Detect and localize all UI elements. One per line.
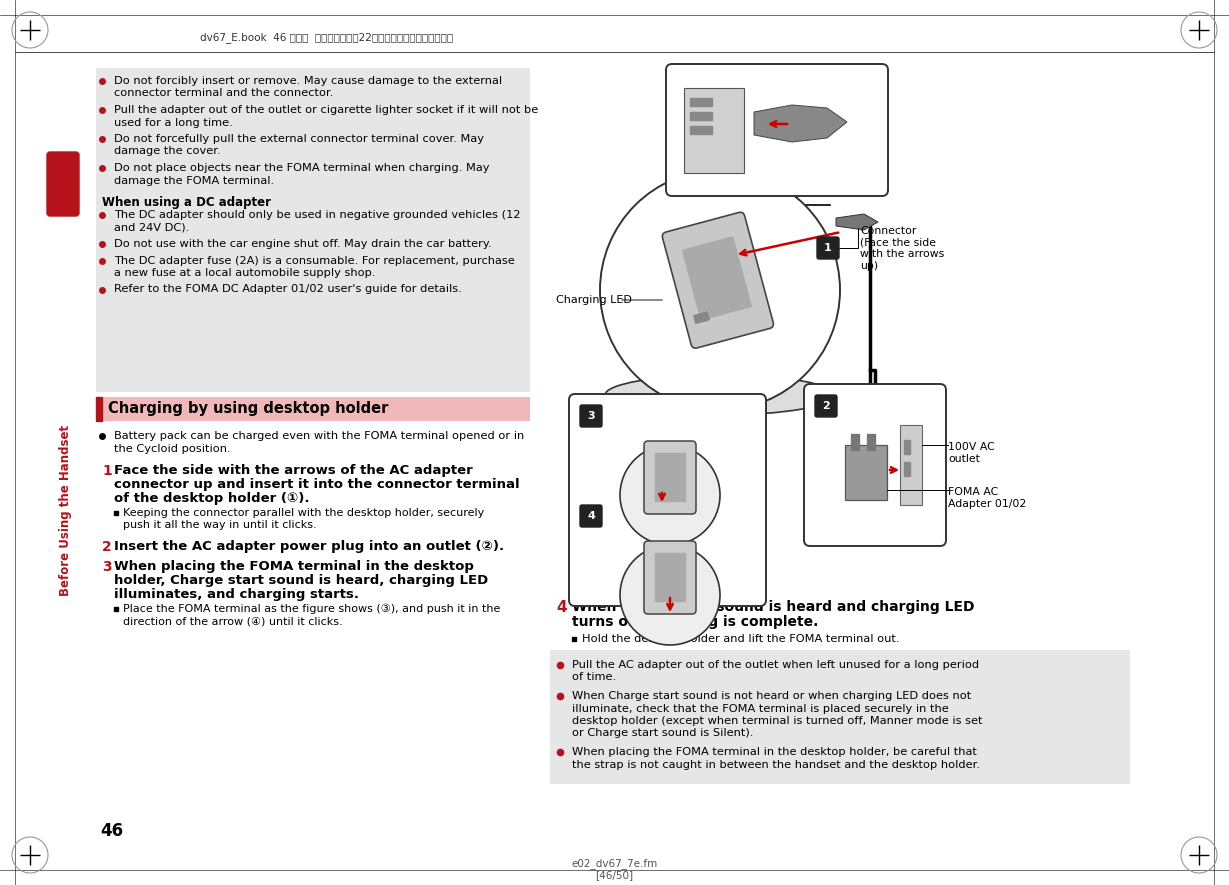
FancyBboxPatch shape [815,395,837,417]
Text: 4: 4 [587,511,595,521]
Circle shape [619,545,720,645]
Text: The DC adapter fuse (2A) is a consumable. For replacement, purchase: The DC adapter fuse (2A) is a consumable… [114,256,515,266]
Text: e02_dv67_7e.fm
[46/50]: e02_dv67_7e.fm [46/50] [571,858,658,881]
Bar [689,112,712,120]
Text: Insert the AC adapter power plug into an outlet (②).: Insert the AC adapter power plug into an… [114,540,504,553]
Text: Before Using the Handset: Before Using the Handset [59,425,71,596]
Text: Pull the AC adapter out of the outlet when left unused for a long period: Pull the AC adapter out of the outlet wh… [571,660,980,670]
Text: FOMA AC
Adapter 01/02: FOMA AC Adapter 01/02 [948,487,1026,509]
Text: Do not use with the car engine shut off. May drain the car battery.: Do not use with the car engine shut off.… [114,239,492,249]
Text: illuminates, and charging starts.: illuminates, and charging starts. [114,588,359,601]
Text: 100V AC
outlet: 100V AC outlet [948,442,994,464]
Text: damage the cover.: damage the cover. [114,147,221,157]
FancyBboxPatch shape [804,384,946,546]
Text: Face the side with the arrows of the AC adapter: Face the side with the arrows of the AC … [114,464,473,477]
Text: When Charge end sound is heard and charging LED: When Charge end sound is heard and charg… [571,600,975,614]
FancyBboxPatch shape [569,394,766,606]
Bar [693,312,709,323]
Polygon shape [755,105,847,142]
Text: the strap is not caught in between the handset and the desktop holder.: the strap is not caught in between the h… [571,759,980,769]
FancyBboxPatch shape [644,441,696,514]
Text: The DC adapter should only be used in negative grounded vehicles (12: The DC adapter should only be used in ne… [114,210,521,220]
Text: Connector
(Face the side
with the arrows
up): Connector (Face the side with the arrows… [860,226,944,271]
Circle shape [619,445,720,545]
Text: 46: 46 [100,822,123,840]
Text: and 24V DC).: and 24V DC). [114,222,189,233]
Text: Charging LED: Charging LED [556,295,632,305]
Text: Keeping the connector parallel with the desktop holder, securely: Keeping the connector parallel with the … [123,508,484,518]
Text: holder, Charge start sound is heard, charging LED: holder, Charge start sound is heard, cha… [114,574,488,587]
Text: When placing the FOMA terminal in the desktop holder, be careful that: When placing the FOMA terminal in the de… [571,747,977,757]
Text: connector terminal and the connector.: connector terminal and the connector. [114,88,333,98]
Bar [96,68,530,392]
Text: Pull the adapter out of the outlet or cigarette lighter socket if it will not be: Pull the adapter out of the outlet or ci… [114,105,538,115]
Text: turns off, charging is complete.: turns off, charging is complete. [571,615,819,629]
Text: Do not forcibly insert or remove. May cause damage to the external: Do not forcibly insert or remove. May ca… [114,76,503,86]
Text: used for a long time.: used for a long time. [114,118,232,127]
Text: of the desktop holder (①).: of the desktop holder (①). [114,492,310,505]
Text: push it all the way in until it clicks.: push it all the way in until it clicks. [123,520,317,530]
Text: illuminate, check that the FOMA terminal is placed securely in the: illuminate, check that the FOMA terminal… [571,704,949,713]
FancyBboxPatch shape [644,541,696,614]
Bar [866,434,875,450]
Text: Battery pack can be charged even with the FOMA terminal opened or in: Battery pack can be charged even with th… [114,431,525,441]
Text: When using a DC adapter: When using a DC adapter [102,196,272,209]
Bar [900,425,922,505]
Bar [682,237,751,319]
FancyBboxPatch shape [47,152,79,216]
Text: a new fuse at a local automobile supply shop.: a new fuse at a local automobile supply … [114,268,376,278]
Text: When placing the FOMA terminal in the desktop: When placing the FOMA terminal in the de… [114,560,474,573]
Bar [655,553,685,601]
Text: damage the FOMA terminal.: damage the FOMA terminal. [114,175,274,186]
Text: Do not place objects near the FOMA terminal when charging. May: Do not place objects near the FOMA termi… [114,163,489,173]
Text: dv67_E.book  46 ページ  ２００９年４月22日　水曜日　午後５時３３分: dv67_E.book 46 ページ ２００９年４月22日 水曜日 午後５時３３… [200,33,454,43]
Text: Refer to the FOMA DC Adapter 01/02 user's guide for details.: Refer to the FOMA DC Adapter 01/02 user'… [114,284,462,295]
Text: 1: 1 [102,464,112,478]
Circle shape [600,170,839,410]
Bar [905,440,909,454]
Text: 3: 3 [587,411,595,421]
Bar [689,98,712,106]
Bar [685,88,744,173]
Bar [846,445,887,500]
Text: When Charge start sound is not heard or when charging LED does not: When Charge start sound is not heard or … [571,691,971,701]
Bar [96,397,102,421]
Text: Do not forcefully pull the external connector terminal cover. May: Do not forcefully pull the external conn… [114,134,484,144]
Text: 2: 2 [822,401,830,411]
FancyBboxPatch shape [580,505,602,527]
Text: desktop holder (except when terminal is turned off, Manner mode is set: desktop holder (except when terminal is … [571,716,982,726]
Text: 2: 2 [102,540,112,554]
Bar [905,462,909,476]
Ellipse shape [605,375,834,415]
Polygon shape [836,214,878,230]
Bar [689,126,712,134]
Text: Charging by using desktop holder: Charging by using desktop holder [108,402,388,417]
Bar [850,434,859,450]
Text: 1: 1 [825,243,832,253]
FancyBboxPatch shape [817,237,839,259]
Text: direction of the arrow (④) until it clicks.: direction of the arrow (④) until it clic… [123,616,343,626]
Text: Place the FOMA terminal as the figure shows (③), and push it in the: Place the FOMA terminal as the figure sh… [123,604,500,614]
Bar [655,453,685,501]
Text: Hold the desktop holder and lift the FOMA terminal out.: Hold the desktop holder and lift the FOM… [583,634,900,644]
Text: of time.: of time. [571,673,616,682]
Text: or Charge start sound is Silent).: or Charge start sound is Silent). [571,728,753,738]
Text: 4: 4 [556,600,567,615]
Text: the Cycloid position.: the Cycloid position. [114,443,231,453]
Text: 3: 3 [102,560,112,574]
FancyBboxPatch shape [666,64,889,196]
FancyBboxPatch shape [580,405,602,427]
Bar [551,650,1129,784]
Bar [96,397,530,421]
FancyBboxPatch shape [662,212,773,348]
Text: connector up and insert it into the connector terminal: connector up and insert it into the conn… [114,478,520,491]
